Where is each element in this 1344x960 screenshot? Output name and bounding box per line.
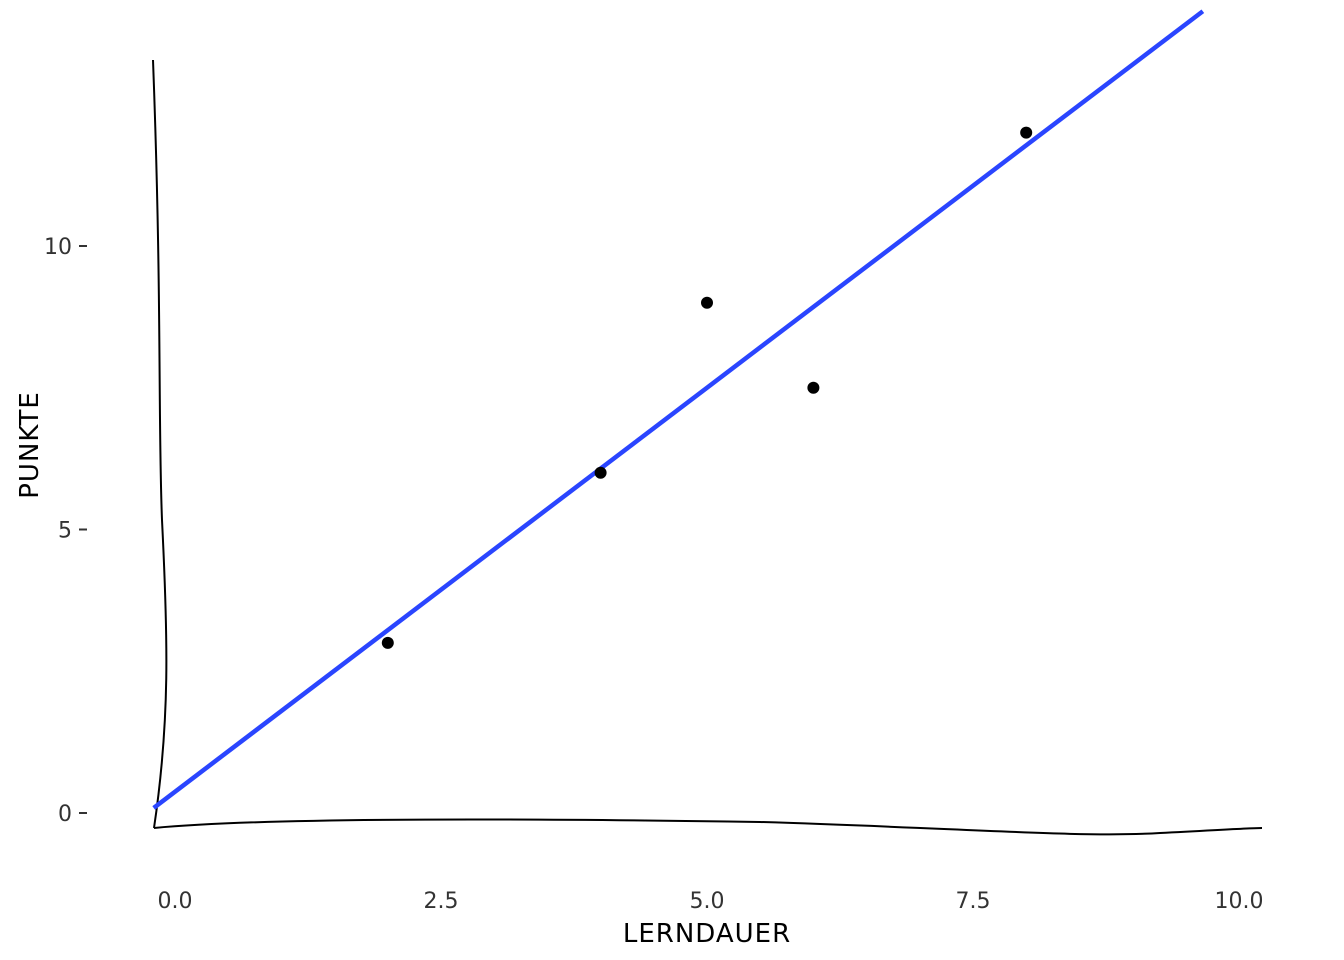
x-tick-label: 5.0 xyxy=(690,889,725,914)
y-axis-line xyxy=(152,59,168,829)
y-axis-label: PUNKTE xyxy=(15,391,45,499)
data-point xyxy=(701,296,713,309)
x-tick-label: 10.0 xyxy=(1215,889,1264,914)
x-axis-line xyxy=(153,818,1263,836)
data-point xyxy=(381,636,394,649)
y-tick-label: 0 xyxy=(58,802,72,827)
y-tick-label: 5 xyxy=(58,519,72,544)
x-tick-label: 0.0 xyxy=(158,889,193,914)
x-tick-label: 2.5 xyxy=(424,889,459,914)
data-point xyxy=(1020,126,1033,139)
data-point xyxy=(594,466,607,479)
regression-line xyxy=(152,9,1205,810)
x-tick-label: 7.5 xyxy=(956,889,991,914)
x-axis-label: LERNDAUER xyxy=(623,919,791,949)
data-point xyxy=(807,381,820,394)
y-tick-label: 10 xyxy=(44,235,72,260)
